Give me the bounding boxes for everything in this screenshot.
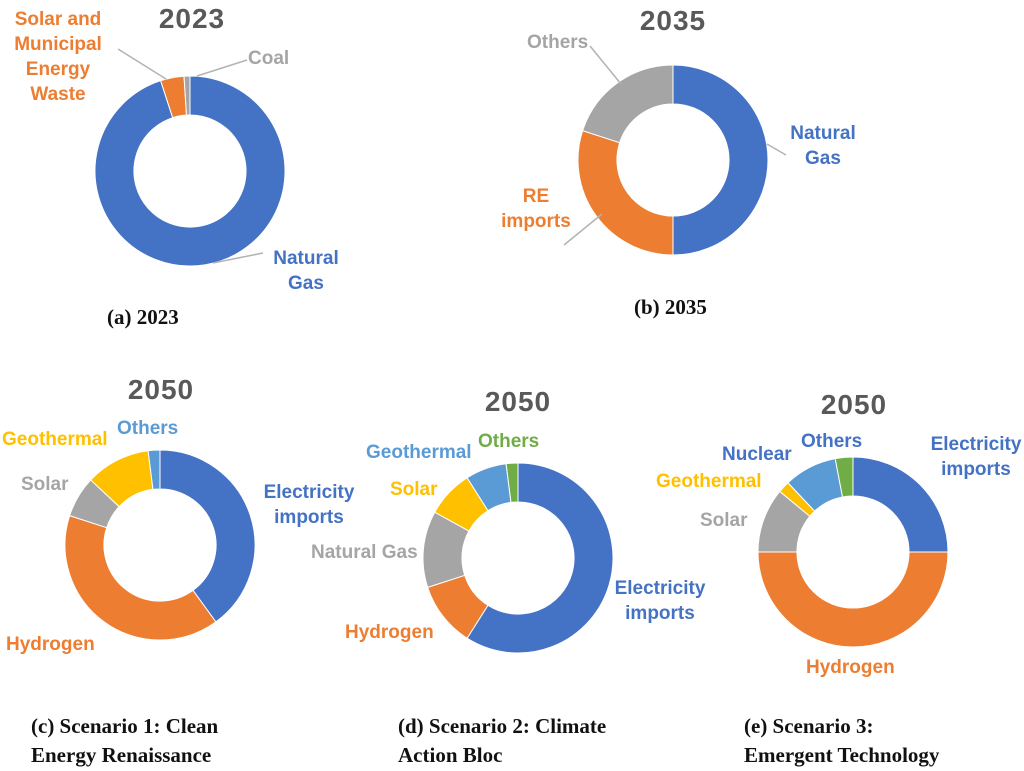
chart-c-caption-line2: Energy Renaissance (31, 743, 212, 767)
donut-slice-electricity-imports (466, 462, 614, 654)
chart-e-caption-line1: (e) Scenario 3: (744, 714, 874, 738)
chart-d-donut (422, 462, 614, 654)
chart-d-title: 2050 (484, 386, 552, 417)
chart-d-label-others: Others (478, 431, 540, 452)
chart-c-title: 2050 (127, 374, 195, 405)
chart-c-caption-line1: (c) Scenario 1: Clean (31, 714, 219, 738)
chart-b-caption: (b) 2035 (634, 295, 707, 319)
chart-c-label-geothermal: Geothermal (2, 429, 108, 450)
chart-d-label-solar: Solar (390, 479, 438, 500)
chart-e-label-others: Others (801, 431, 863, 452)
chart-d-caption-line1: (d) Scenario 2: Climate (398, 714, 607, 738)
chart-b-donut (577, 64, 769, 256)
chart-b-label-others: Others (527, 32, 589, 53)
chart-e-title: 2050 (820, 389, 888, 420)
chart-d-caption: (d) Scenario 2: Climate Action Bloc (398, 712, 606, 770)
donut-slice-coal (183, 75, 191, 116)
chart-c-label-others: Others (117, 418, 179, 439)
donut-slice-others (582, 64, 674, 144)
donut-slice-others (834, 456, 854, 498)
donut-slice-others (505, 462, 519, 503)
chart-a-caption: (a) 2023 (107, 305, 179, 329)
chart-e-label-hydrogen: Hydrogen (806, 657, 895, 678)
chart-c-donut (64, 449, 256, 641)
chart-c-label-hydrogen: Hydrogen (6, 634, 95, 655)
chart-b-title: 2035 (639, 5, 707, 36)
donut-slice-re-imports (577, 130, 674, 256)
chart-c-caption: (c) Scenario 1: Clean Energy Renaissance (31, 712, 218, 770)
donut-slice-hydrogen (64, 515, 217, 641)
chart-a-label-natural-gas: Natural Gas (273, 248, 339, 294)
chart-e-caption: (e) Scenario 3: Emergent Technology (744, 712, 939, 770)
chart-a-donut (94, 75, 286, 267)
chart-c-label-solar: Solar (21, 474, 69, 495)
donut-slice-others (147, 449, 161, 490)
chart-e-label-nuclear: Nuclear (722, 444, 792, 465)
chart-d-label-geothermal: Geothermal (366, 442, 472, 463)
chart-a-label-coal: Coal (248, 48, 290, 69)
chart-c-label-electricity-imports: Electricity imports (263, 482, 355, 528)
donut-slice-hydrogen (757, 551, 949, 648)
chart-d-label-natural-gas: Natural Gas (311, 542, 418, 563)
donut-slice-natural-gas (672, 64, 769, 256)
chart-d-label-hydrogen: Hydrogen (345, 622, 434, 643)
chart-d-label-electricity-imports: Electricity imports (614, 578, 706, 624)
chart-e-label-geothermal: Geothermal (656, 471, 762, 492)
donut-slice-electricity-imports (159, 449, 256, 623)
chart-e-donut (757, 456, 949, 648)
chart-e-label-solar: Solar (700, 510, 748, 531)
chart-a-label-solar-municipal-energy-waste: Solar and Municipal Energy Waste (14, 9, 102, 105)
chart-e-label-electricity-imports: Electricity imports (930, 434, 1022, 480)
chart-a-title: 2023 (158, 3, 226, 34)
chart-b-label-re-imports: RE imports (501, 186, 571, 232)
chart-d-caption-line2: Action Bloc (398, 743, 503, 767)
chart-b-label-natural-gas: Natural Gas (790, 123, 856, 169)
chart-e-caption-line2: Emergent Technology (744, 743, 940, 767)
donut-slice-natural-gas (94, 75, 286, 267)
